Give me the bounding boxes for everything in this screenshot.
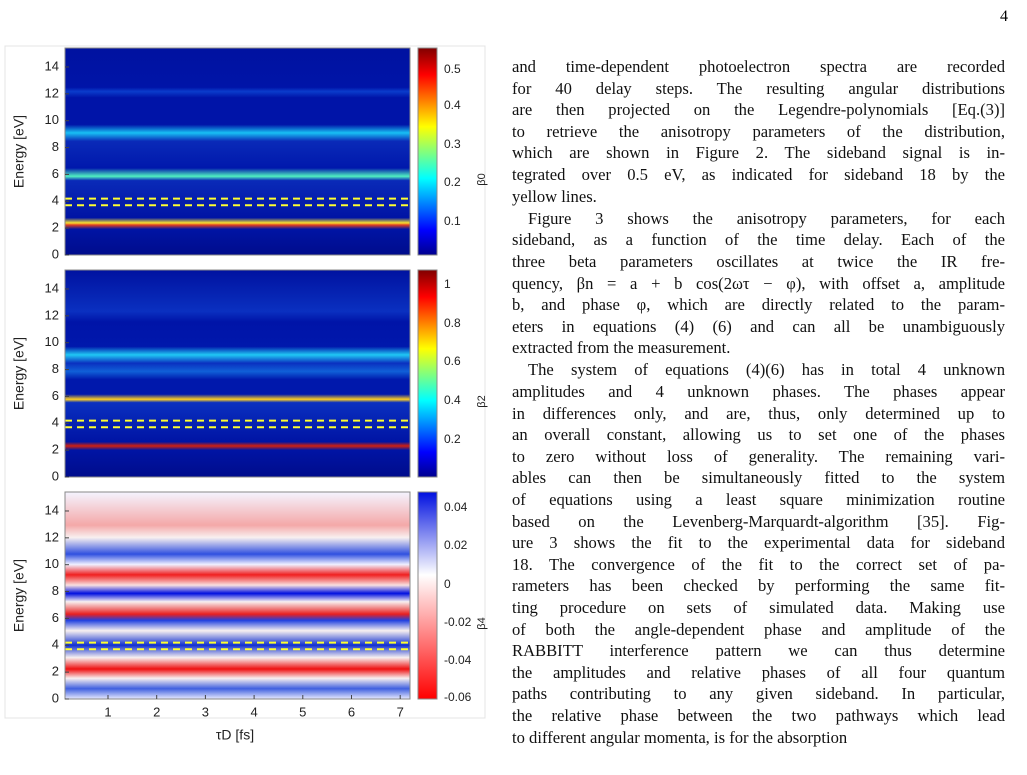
y-tick-label: 10 <box>45 556 59 571</box>
text-line: amplitudes and 4 unknown phases. The pha… <box>512 382 1005 401</box>
y-tick-label: 12 <box>45 85 59 100</box>
colorbar-tick-label: 0.8 <box>444 316 461 330</box>
text-line: are then projected on the Legendre-polyn… <box>512 100 1005 120</box>
y-tick-label: 8 <box>52 139 59 154</box>
colorbar-tick-label: 0.4 <box>444 393 461 407</box>
y-axis-label: Energy [eV] <box>11 115 27 188</box>
y-tick-label: 12 <box>45 529 59 544</box>
text-line: of both the angle-dependent phase and am… <box>512 619 1005 639</box>
colorbar-tick-label: 0.2 <box>444 175 461 189</box>
text-line: which are shown in Figure 2. The sideban… <box>512 143 1005 163</box>
colorbar-tick-label: 0.3 <box>444 137 461 151</box>
text-line: the amplitudes and relative phases of al… <box>512 662 1005 682</box>
text-line: in differences only, and are, thus, only… <box>512 403 1005 423</box>
y-tick-label: 12 <box>45 307 59 322</box>
colorbar-label: β4 <box>476 617 488 629</box>
colorbar-tick-label: 0 <box>444 577 451 591</box>
y-tick-label: 2 <box>52 442 59 457</box>
text-line: an overall constant, allowing us to set … <box>512 425 1005 445</box>
text-line: yellow lines. <box>512 186 597 206</box>
x-tick-label: 3 <box>202 704 209 719</box>
text-line: Figure 3 shows the anisotropy parameters… <box>528 208 1005 228</box>
text-line: three beta parameters oscillates at twic… <box>512 251 1005 271</box>
axes-box <box>64 491 411 700</box>
colorbar-tick-label: -0.04 <box>444 653 472 667</box>
y-tick-label: 2 <box>52 220 59 235</box>
colorbar <box>417 491 438 700</box>
y-tick-label: 8 <box>52 361 59 376</box>
y-tick-label: 6 <box>52 610 59 625</box>
text-line: to zero without loss of generality. The … <box>512 446 1005 466</box>
x-axis-label: τD [fs] <box>216 727 254 743</box>
y-axis-label: Energy [eV] <box>11 559 27 632</box>
colorbar-label: β2 <box>476 395 488 407</box>
colorbar <box>417 47 438 256</box>
text-line: to retrieve the anisotropy parameters of… <box>512 121 1005 141</box>
y-tick-label: 6 <box>52 166 59 181</box>
text-line: quency, βn = a + b cos(2ωτ − φ), with of… <box>512 273 1005 293</box>
y-tick-label: 0 <box>52 468 59 483</box>
y-tick-label: 4 <box>52 415 59 430</box>
heatmap <box>65 270 410 477</box>
x-tick-label: 5 <box>299 704 306 719</box>
text-line: sideband, as a function of the time dela… <box>512 230 1005 250</box>
colorbar-tick-label: 0.6 <box>444 354 461 368</box>
text-line: for 40 delay steps. The resulting angula… <box>512 78 1005 98</box>
text-line: paths contributing to any given sideband… <box>512 684 1005 704</box>
axes-box <box>64 47 411 256</box>
y-tick-label: 4 <box>52 637 59 652</box>
text-line: the relative phase between the two pathw… <box>512 706 1005 725</box>
x-tick-label: 4 <box>250 704 257 719</box>
text-line: ables can then be simultaneously fitted … <box>512 468 1005 488</box>
y-axis-label: Energy [eV] <box>11 337 27 410</box>
x-tick-label: 2 <box>153 704 160 719</box>
x-tick-label: 1 <box>104 704 111 719</box>
y-tick-label: 0 <box>52 246 59 261</box>
text-line: eters in equations (4) (6) and can all b… <box>512 316 1005 336</box>
x-tick-label: 6 <box>348 704 355 719</box>
heatmap <box>65 48 410 255</box>
text-line: tegrated over 0.5 eV, as indicated for s… <box>512 165 1005 184</box>
text-line: to different angular momenta, is for the… <box>512 727 848 747</box>
colorbar-tick-label: 0.1 <box>444 214 461 228</box>
axes-box <box>64 269 411 478</box>
colorbar-tick-label: 0.2 <box>444 432 461 446</box>
colorbar-tick-label: 0.02 <box>444 538 468 552</box>
colorbar-tick-label: 1 <box>444 277 451 291</box>
colorbar <box>417 269 438 478</box>
colorbar-tick-label: 0.5 <box>444 62 461 76</box>
page-number: 4 <box>1000 8 1008 25</box>
colorbar-tick-label: -0.02 <box>444 615 472 629</box>
x-tick-label: 7 <box>397 704 404 719</box>
y-tick-label: 8 <box>52 583 59 598</box>
colorbar-tick-label: 0.04 <box>444 500 468 514</box>
text-line: based on the Levenberg-Marquardt-algorit… <box>512 511 1005 531</box>
y-tick-label: 10 <box>45 334 59 349</box>
text-line: 18. The convergence of the fit to the co… <box>512 554 1005 574</box>
text-line: RABBITT interference pattern we can thus… <box>512 641 1005 661</box>
colorbar-tick-label: 0.4 <box>444 98 461 112</box>
text-line: extracted from the measurement. <box>512 338 731 358</box>
y-tick-label: 14 <box>45 280 59 295</box>
text-line: The system of equations (4)(6) has in to… <box>528 360 1005 380</box>
y-tick-label: 14 <box>45 502 59 517</box>
y-tick-label: 6 <box>52 388 59 403</box>
figure-frame <box>4 45 486 719</box>
text-line: ting procedure on sets of simulated data… <box>512 598 1005 617</box>
text-line: rameters has been checked by performing … <box>512 576 1005 596</box>
colorbar-tick-label: -0.06 <box>444 690 472 704</box>
text-line: and time-dependent photoelectron spectra… <box>512 57 1005 76</box>
y-tick-label: 2 <box>52 664 59 679</box>
y-tick-label: 4 <box>52 193 59 208</box>
text-line: ure 3 shows the fit to the experimental … <box>512 533 1005 553</box>
text-line: b, and phase φ, which are directly relat… <box>512 295 1005 315</box>
y-tick-label: 10 <box>45 112 59 127</box>
colorbar-label: β0 <box>476 173 488 185</box>
heatmap <box>65 492 410 699</box>
text-line: of equations using a least square minimi… <box>512 490 1005 509</box>
y-tick-label: 0 <box>52 690 59 705</box>
y-tick-label: 14 <box>45 58 59 73</box>
